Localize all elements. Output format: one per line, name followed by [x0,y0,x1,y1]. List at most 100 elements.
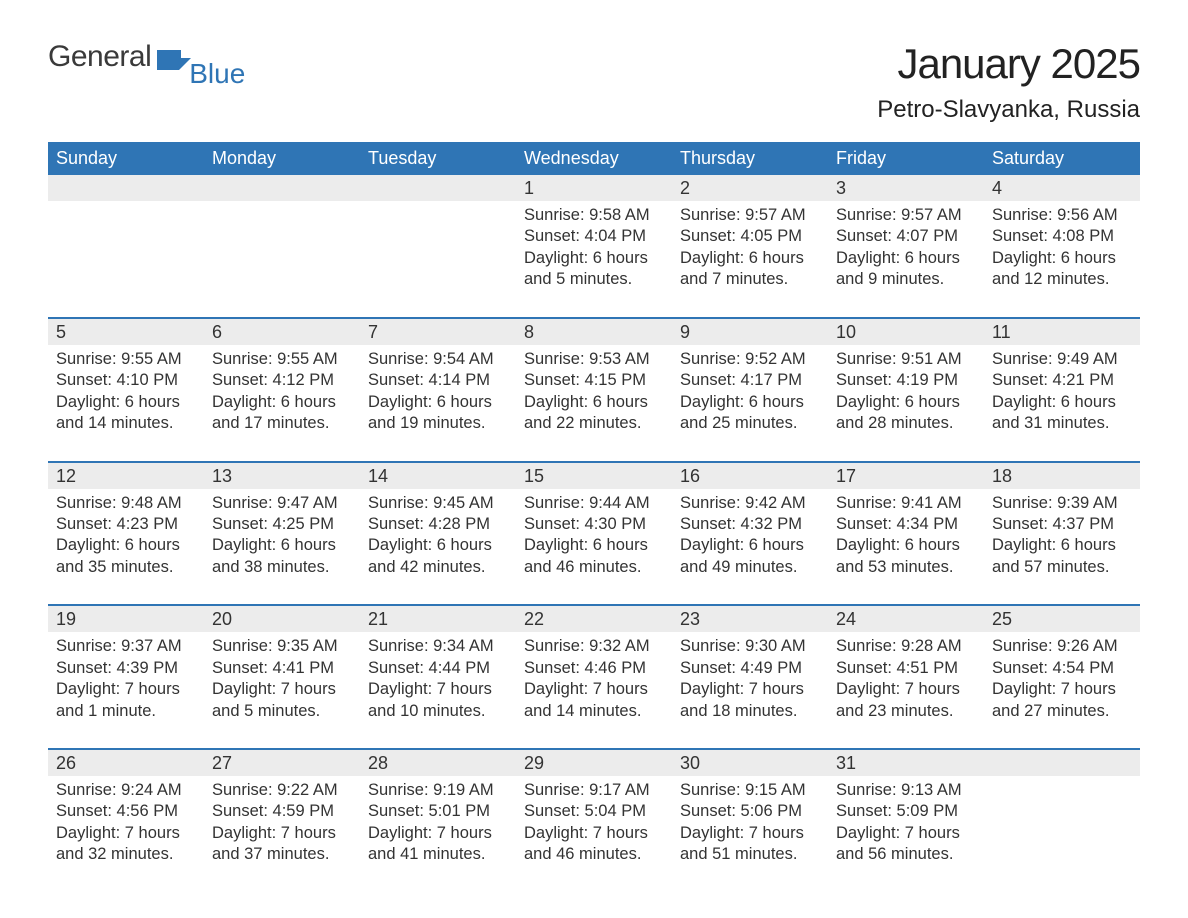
sunset-text: Sunset: 4:17 PM [680,370,820,391]
day-number: 25 [984,606,1140,632]
sunset-text: Sunset: 4:04 PM [524,226,664,247]
day-number: 3 [828,175,984,201]
sunset-text: Sunset: 4:08 PM [992,226,1132,247]
sunset-text: Sunset: 4:41 PM [212,658,352,679]
sunset-text: Sunset: 4:51 PM [836,658,976,679]
sunset-text: Sunset: 4:56 PM [56,801,196,822]
sunset-text: Sunset: 4:07 PM [836,226,976,247]
daylight-text: Daylight: 7 hours and 51 minutes. [680,823,820,866]
sunrise-text: Sunrise: 9:52 AM [680,349,820,370]
sunset-text: Sunset: 4:59 PM [212,801,352,822]
week-row: Sunrise: 9:48 AMSunset: 4:23 PMDaylight:… [48,489,1140,605]
week-row: Sunrise: 9:58 AMSunset: 4:04 PMDaylight:… [48,201,1140,317]
sunrise-text: Sunrise: 9:57 AM [680,205,820,226]
daylight-text: Daylight: 6 hours and 53 minutes. [836,535,976,578]
day-number: 12 [48,463,204,489]
sunset-text: Sunset: 4:25 PM [212,514,352,535]
sunset-text: Sunset: 4:28 PM [368,514,508,535]
sunrise-text: Sunrise: 9:32 AM [524,636,664,657]
day-number: 27 [204,750,360,776]
day-number: 21 [360,606,516,632]
day-cell: Sunrise: 9:24 AMSunset: 4:56 PMDaylight:… [48,776,204,892]
daylight-text: Daylight: 6 hours and 19 minutes. [368,392,508,435]
sunset-text: Sunset: 4:49 PM [680,658,820,679]
dow-thursday: Thursday [672,142,828,175]
sunset-text: Sunset: 4:21 PM [992,370,1132,391]
day-number: 26 [48,750,204,776]
daynum-row: 262728293031 [48,748,1140,776]
sunrise-text: Sunrise: 9:17 AM [524,780,664,801]
day-cell: Sunrise: 9:57 AMSunset: 4:07 PMDaylight:… [828,201,984,317]
daynum-row: 12131415161718 [48,461,1140,489]
sunrise-text: Sunrise: 9:24 AM [56,780,196,801]
daylight-text: Daylight: 6 hours and 5 minutes. [524,248,664,291]
day-number: 9 [672,319,828,345]
day-cell [204,201,360,317]
day-cell: Sunrise: 9:57 AMSunset: 4:05 PMDaylight:… [672,201,828,317]
sunset-text: Sunset: 5:01 PM [368,801,508,822]
logo-text-blue: Blue [189,58,245,90]
daylight-text: Daylight: 6 hours and 42 minutes. [368,535,508,578]
day-cell: Sunrise: 9:52 AMSunset: 4:17 PMDaylight:… [672,345,828,461]
sunset-text: Sunset: 4:12 PM [212,370,352,391]
daylight-text: Daylight: 6 hours and 25 minutes. [680,392,820,435]
day-cell [48,201,204,317]
daylight-text: Daylight: 6 hours and 35 minutes. [56,535,196,578]
day-cell: Sunrise: 9:17 AMSunset: 5:04 PMDaylight:… [516,776,672,892]
daylight-text: Daylight: 6 hours and 9 minutes. [836,248,976,291]
daylight-text: Daylight: 6 hours and 57 minutes. [992,535,1132,578]
dow-sunday: Sunday [48,142,204,175]
sunrise-text: Sunrise: 9:45 AM [368,493,508,514]
daylight-text: Daylight: 6 hours and 28 minutes. [836,392,976,435]
dow-saturday: Saturday [984,142,1140,175]
daylight-text: Daylight: 7 hours and 32 minutes. [56,823,196,866]
day-number: 2 [672,175,828,201]
day-number: 30 [672,750,828,776]
day-number: 4 [984,175,1140,201]
sunrise-text: Sunrise: 9:39 AM [992,493,1132,514]
sunrise-text: Sunrise: 9:57 AM [836,205,976,226]
logo-text-general: General [48,40,151,74]
day-number: 20 [204,606,360,632]
day-number: 17 [828,463,984,489]
day-cell: Sunrise: 9:55 AMSunset: 4:10 PMDaylight:… [48,345,204,461]
sunrise-text: Sunrise: 9:53 AM [524,349,664,370]
sunrise-text: Sunrise: 9:51 AM [836,349,976,370]
day-number: 11 [984,319,1140,345]
week-row: Sunrise: 9:37 AMSunset: 4:39 PMDaylight:… [48,632,1140,748]
day-number [48,175,204,201]
sunset-text: Sunset: 4:15 PM [524,370,664,391]
sunrise-text: Sunrise: 9:48 AM [56,493,196,514]
daylight-text: Daylight: 7 hours and 27 minutes. [992,679,1132,722]
day-cell: Sunrise: 9:19 AMSunset: 5:01 PMDaylight:… [360,776,516,892]
sunrise-text: Sunrise: 9:56 AM [992,205,1132,226]
day-number: 14 [360,463,516,489]
day-cell: Sunrise: 9:34 AMSunset: 4:44 PMDaylight:… [360,632,516,748]
dow-header-row: Sunday Monday Tuesday Wednesday Thursday… [48,142,1140,175]
day-number: 15 [516,463,672,489]
day-cell: Sunrise: 9:39 AMSunset: 4:37 PMDaylight:… [984,489,1140,605]
day-cell: Sunrise: 9:56 AMSunset: 4:08 PMDaylight:… [984,201,1140,317]
daylight-text: Daylight: 7 hours and 18 minutes. [680,679,820,722]
day-cell: Sunrise: 9:49 AMSunset: 4:21 PMDaylight:… [984,345,1140,461]
sunset-text: Sunset: 4:46 PM [524,658,664,679]
sunset-text: Sunset: 4:05 PM [680,226,820,247]
day-number: 29 [516,750,672,776]
day-number: 18 [984,463,1140,489]
sunset-text: Sunset: 4:39 PM [56,658,196,679]
month-title: January 2025 [877,40,1140,88]
day-number: 19 [48,606,204,632]
logo: General Blue [48,40,245,90]
location: Petro-Slavyanka, Russia [877,96,1140,124]
day-cell [984,776,1140,892]
day-number [204,175,360,201]
week-row: Sunrise: 9:55 AMSunset: 4:10 PMDaylight:… [48,345,1140,461]
daynum-row: 19202122232425 [48,604,1140,632]
daylight-text: Daylight: 7 hours and 46 minutes. [524,823,664,866]
sunrise-text: Sunrise: 9:34 AM [368,636,508,657]
sunrise-text: Sunrise: 9:49 AM [992,349,1132,370]
daylight-text: Daylight: 7 hours and 23 minutes. [836,679,976,722]
day-number: 1 [516,175,672,201]
sunset-text: Sunset: 4:30 PM [524,514,664,535]
day-cell: Sunrise: 9:28 AMSunset: 4:51 PMDaylight:… [828,632,984,748]
